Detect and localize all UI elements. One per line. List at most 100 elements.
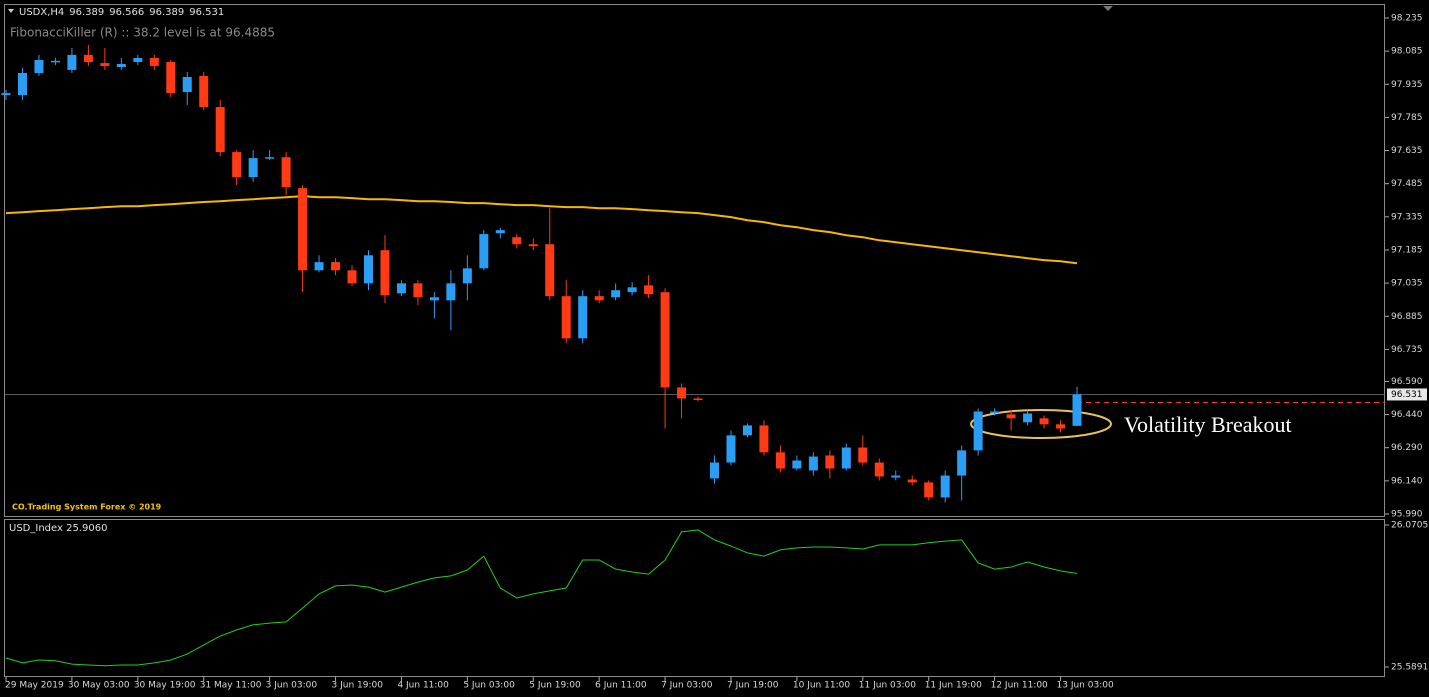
y-tick-label: 96.885 — [1391, 312, 1423, 322]
candle-body — [907, 479, 917, 483]
candle-body — [215, 107, 225, 153]
x-tick-label: 5 Jun 19:00 — [529, 681, 581, 691]
candle-body — [759, 425, 769, 453]
candle-body — [858, 447, 868, 463]
candle-body — [957, 450, 967, 476]
y-tick-label: 96.290 — [1391, 443, 1423, 453]
candle-body — [34, 59, 44, 74]
candle-body — [265, 157, 275, 159]
candle-body — [644, 285, 654, 295]
highlight-ellipse — [970, 409, 1112, 439]
x-tick-label: 4 Jun 11:00 — [397, 681, 449, 691]
candle-body — [726, 435, 736, 463]
header-value: 96.389 — [69, 7, 104, 18]
candle-body — [677, 387, 687, 399]
x-tick-label: 5 Jun 03:00 — [463, 681, 515, 691]
candle-body — [660, 292, 670, 388]
candle-body — [874, 462, 884, 477]
candle-body — [825, 455, 835, 469]
candle-body — [100, 63, 110, 66]
x-tick-label: 30 May 03:00 — [68, 681, 130, 691]
candle-body — [314, 262, 324, 271]
candle-body — [248, 158, 258, 178]
sub-frame — [4, 519, 1385, 677]
x-tick-label: 31 May 11:00 — [200, 681, 262, 691]
candle-body — [841, 447, 851, 469]
x-tick-label: 7 Jun 03:00 — [661, 681, 713, 691]
candle-body — [512, 237, 522, 245]
candle-body — [495, 230, 505, 234]
x-tick-label: 10 Jun 11:00 — [793, 681, 850, 691]
shift-marker — [1103, 6, 1113, 11]
index-line — [5, 529, 1078, 667]
y-tick-label: 25.5891 — [1391, 663, 1428, 673]
candle-body — [924, 482, 934, 498]
candle-body — [1039, 418, 1049, 425]
x-tick-label: 3 Jun 19:00 — [332, 681, 384, 691]
candle-body — [1056, 424, 1066, 429]
y-tick-label: 97.185 — [1391, 245, 1423, 255]
y-tick-label: 97.785 — [1391, 113, 1423, 123]
candle-body — [396, 283, 406, 294]
candle-body — [578, 296, 588, 339]
candle-body — [742, 425, 752, 436]
y-tick-label: 97.935 — [1391, 80, 1423, 90]
candle-body — [446, 283, 456, 301]
candle-body — [594, 296, 604, 301]
x-tick-label: 3 Jun 03:00 — [266, 681, 318, 691]
candle-body — [232, 152, 242, 178]
candle-body — [1023, 413, 1033, 423]
header-value: 96.389 — [149, 7, 184, 18]
annotation: Volatility Breakout — [1124, 412, 1292, 437]
main-frame — [4, 4, 1385, 517]
candle-body — [973, 411, 983, 451]
x-tick-label: 12 Jun 11:00 — [991, 681, 1048, 691]
moving-average — [5, 195, 1078, 265]
y-tick-label: 26.0705 — [1391, 521, 1428, 531]
x-tick-label: 7 Jun 19:00 — [727, 681, 779, 691]
candle-body — [545, 244, 555, 297]
indicator-text: FibonacciKiller (R) :: 38.2 level is at … — [10, 26, 275, 40]
y-tick-label: 96.590 — [1391, 377, 1423, 387]
candle-body — [331, 262, 341, 271]
symbol: USDX,H4 — [19, 7, 64, 18]
candle-body — [611, 290, 621, 298]
candle-body — [83, 54, 93, 62]
candle-body — [17, 73, 27, 96]
candle-body — [413, 283, 423, 298]
menu-marker — [8, 9, 14, 13]
y-tick-label: 96.440 — [1391, 410, 1423, 420]
candle-body — [1072, 394, 1082, 426]
candle-body — [281, 157, 291, 188]
candle-body — [479, 234, 489, 269]
candle-body — [561, 296, 571, 339]
watermark: CO.Trading System Forex © 2019 — [12, 503, 162, 512]
candle-body — [199, 75, 209, 108]
x-tick-label: 11 Jun 03:00 — [859, 681, 916, 691]
candle-body — [298, 188, 308, 271]
y-tick-label: 98.085 — [1391, 47, 1423, 57]
candle-body — [380, 250, 390, 296]
candle-body — [363, 255, 373, 284]
candle-body — [627, 287, 637, 293]
candle-body — [710, 462, 720, 479]
candle-body — [462, 268, 472, 284]
candle-body — [182, 76, 192, 93]
x-tick-label: 29 May 2019 — [5, 681, 64, 691]
candle-body — [347, 270, 357, 284]
x-tick-label: 11 Jun 19:00 — [925, 681, 982, 691]
candle-body — [808, 456, 818, 471]
candle-body — [891, 475, 901, 478]
candle-body — [1, 93, 11, 96]
y-tick-label: 97.485 — [1391, 179, 1423, 189]
y-tick-label: 97.335 — [1391, 212, 1423, 222]
candle-body — [528, 244, 538, 247]
candle-body — [792, 460, 802, 469]
y-tick-label: 96.140 — [1391, 476, 1423, 486]
candle-body — [940, 475, 950, 498]
y-tick-label: 95.990 — [1391, 510, 1423, 520]
candle-body — [429, 297, 439, 301]
